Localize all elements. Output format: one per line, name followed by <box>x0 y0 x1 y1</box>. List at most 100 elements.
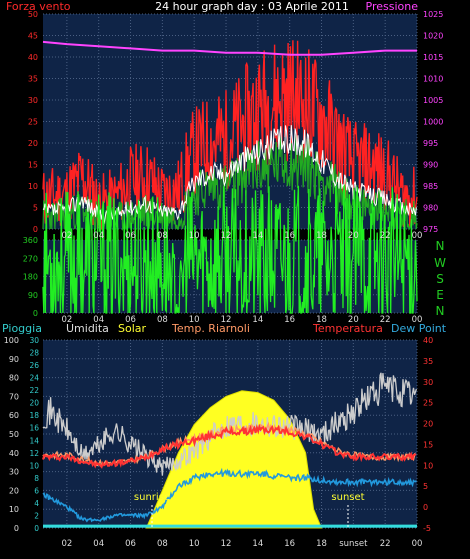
p3-xtick-4: 10 <box>189 539 200 549</box>
compass-e: E <box>436 288 444 302</box>
p3-rain-tick-1: 2 <box>34 511 39 520</box>
p1-right-tick-5: 1000 <box>423 118 443 127</box>
p2-xtick-6: 14 <box>252 315 263 325</box>
p3-right-tick-2: 5 <box>423 482 428 491</box>
legend-temperature: Temperatura <box>312 322 383 335</box>
p1-left-tick-2: 10 <box>28 182 38 191</box>
p1-left-tick-4: 20 <box>28 139 38 148</box>
p1-left-tick-0: 0 <box>33 225 38 234</box>
p2-xtick-3: 08 <box>157 315 168 325</box>
p3-rain-tick-0: 0 <box>34 524 39 533</box>
p1-left-tick-10: 50 <box>28 10 38 19</box>
sunset-label: sunset <box>331 492 364 503</box>
p3-left-tick-2: 20 <box>9 486 19 495</box>
p1-right-tick-0: 975 <box>423 225 438 234</box>
sunrise-label: sunrise <box>134 492 170 503</box>
p3-xtick-3: 08 <box>157 539 168 549</box>
p2-xtick-8: 18 <box>316 315 327 325</box>
chart-title: 24 hour graph day : 03 Aprile 2011 <box>155 0 349 13</box>
axis-labels: 0510152025303540455097598098599099510001… <box>4 10 444 549</box>
p3-rain-tick-12: 24 <box>29 374 39 383</box>
legend-solar: Solar <box>118 322 147 335</box>
p3-left-tick-6: 60 <box>9 411 19 420</box>
p3-xtick-8: 18 <box>316 539 327 549</box>
left-axis-title: Forza vento <box>6 0 71 13</box>
p3-right-tick-0: -5 <box>423 524 431 533</box>
p1-xtick-7: 16 <box>284 231 295 241</box>
p2-xtick-9: 20 <box>348 315 359 325</box>
p1-left-tick-1: 5 <box>33 204 38 213</box>
p1-right-tick-8: 1015 <box>423 53 443 62</box>
series-pressure <box>42 40 417 56</box>
p3-left-tick-4: 40 <box>9 449 19 458</box>
p3-xtick-5: 12 <box>221 539 232 549</box>
p1-left-tick-8: 40 <box>28 53 38 62</box>
p3-right-tick-7: 30 <box>423 378 433 387</box>
p3-rain-tick-9: 18 <box>29 411 39 420</box>
p2-xtick-0: 02 <box>61 315 72 325</box>
compass-labels: N W S E N <box>434 239 446 318</box>
p3-rain-tick-7: 14 <box>29 436 39 445</box>
series-panel2 <box>42 183 418 314</box>
compass-n-bottom: N <box>436 304 445 318</box>
p2-left-tick-3: 270 <box>23 254 38 263</box>
p3-right-tick-6: 25 <box>423 399 433 408</box>
p1-right-tick-4: 995 <box>423 139 438 148</box>
compass-w: W <box>434 256 446 270</box>
p3-xtick-6: 14 <box>252 539 263 549</box>
p2-xtick-2: 06 <box>125 315 136 325</box>
p2-left-tick-1: 90 <box>28 291 38 300</box>
p3-xtick-11: 00 <box>412 539 423 549</box>
p3-left-tick-3: 30 <box>9 468 19 477</box>
p1-xtick-1: 04 <box>93 231 104 241</box>
p2-left-tick-2: 180 <box>23 273 38 282</box>
p3-rain-tick-10: 20 <box>29 399 39 408</box>
p3-rain-tick-6: 12 <box>29 449 39 458</box>
p3-rain-tick-2: 4 <box>34 499 39 508</box>
p1-xtick-11: 00 <box>412 231 423 241</box>
p2-xtick-7: 16 <box>284 315 295 325</box>
series-panel3 <box>42 372 418 529</box>
p3-rain-tick-3: 6 <box>34 486 39 495</box>
legend-rain: Pioggia <box>2 322 42 335</box>
p2-xtick-5: 12 <box>221 315 232 325</box>
p3-right-tick-8: 35 <box>423 357 433 366</box>
p1-xtick-9: 20 <box>348 231 359 241</box>
right-axis-title: Pressione <box>366 0 419 13</box>
p3-xtick-10: 22 <box>380 539 391 549</box>
p1-xtick-2: 06 <box>125 231 136 241</box>
p1-right-tick-1: 980 <box>423 204 438 213</box>
p1-xtick-6: 14 <box>252 231 263 241</box>
p3-xtick-7: 16 <box>284 539 295 549</box>
p1-xtick-5: 12 <box>221 231 232 241</box>
series-wind-average <box>42 125 417 225</box>
p3-rain-tick-13: 26 <box>29 361 39 370</box>
p1-right-tick-2: 985 <box>423 182 438 191</box>
p1-right-tick-6: 1005 <box>423 96 443 105</box>
p1-xtick-10: 22 <box>380 231 391 241</box>
p3-xtick-0: 02 <box>61 539 72 549</box>
p2-xtick-11: 00 <box>412 315 423 325</box>
legend-humidity: Umidita <box>66 322 109 335</box>
compass-s: S <box>436 272 444 286</box>
p3-rain-tick-8: 16 <box>29 424 39 433</box>
p3-xtick-2: 06 <box>125 539 136 549</box>
p3-right-tick-5: 20 <box>423 420 433 429</box>
p3-xtick-9: sunset <box>339 539 368 549</box>
p2-xtick-10: 22 <box>380 315 391 325</box>
p3-xtick-1: 04 <box>93 539 104 549</box>
p2-left-tick-0: 0 <box>33 309 38 318</box>
series-solar <box>145 390 323 529</box>
p1-xtick-0: 02 <box>61 231 72 241</box>
p1-left-tick-7: 35 <box>28 75 38 84</box>
p3-left-tick-0: 0 <box>14 524 19 533</box>
series-wind-direction <box>42 183 418 314</box>
p1-xtick-3: 08 <box>157 231 168 241</box>
p3-right-tick-1: 0 <box>423 503 428 512</box>
p2-xtick-4: 10 <box>189 315 200 325</box>
p3-left-tick-9: 90 <box>9 355 19 364</box>
p3-right-tick-4: 15 <box>423 440 433 449</box>
p3-rain-tick-15: 30 <box>29 336 39 345</box>
p3-left-tick-7: 70 <box>9 392 19 401</box>
